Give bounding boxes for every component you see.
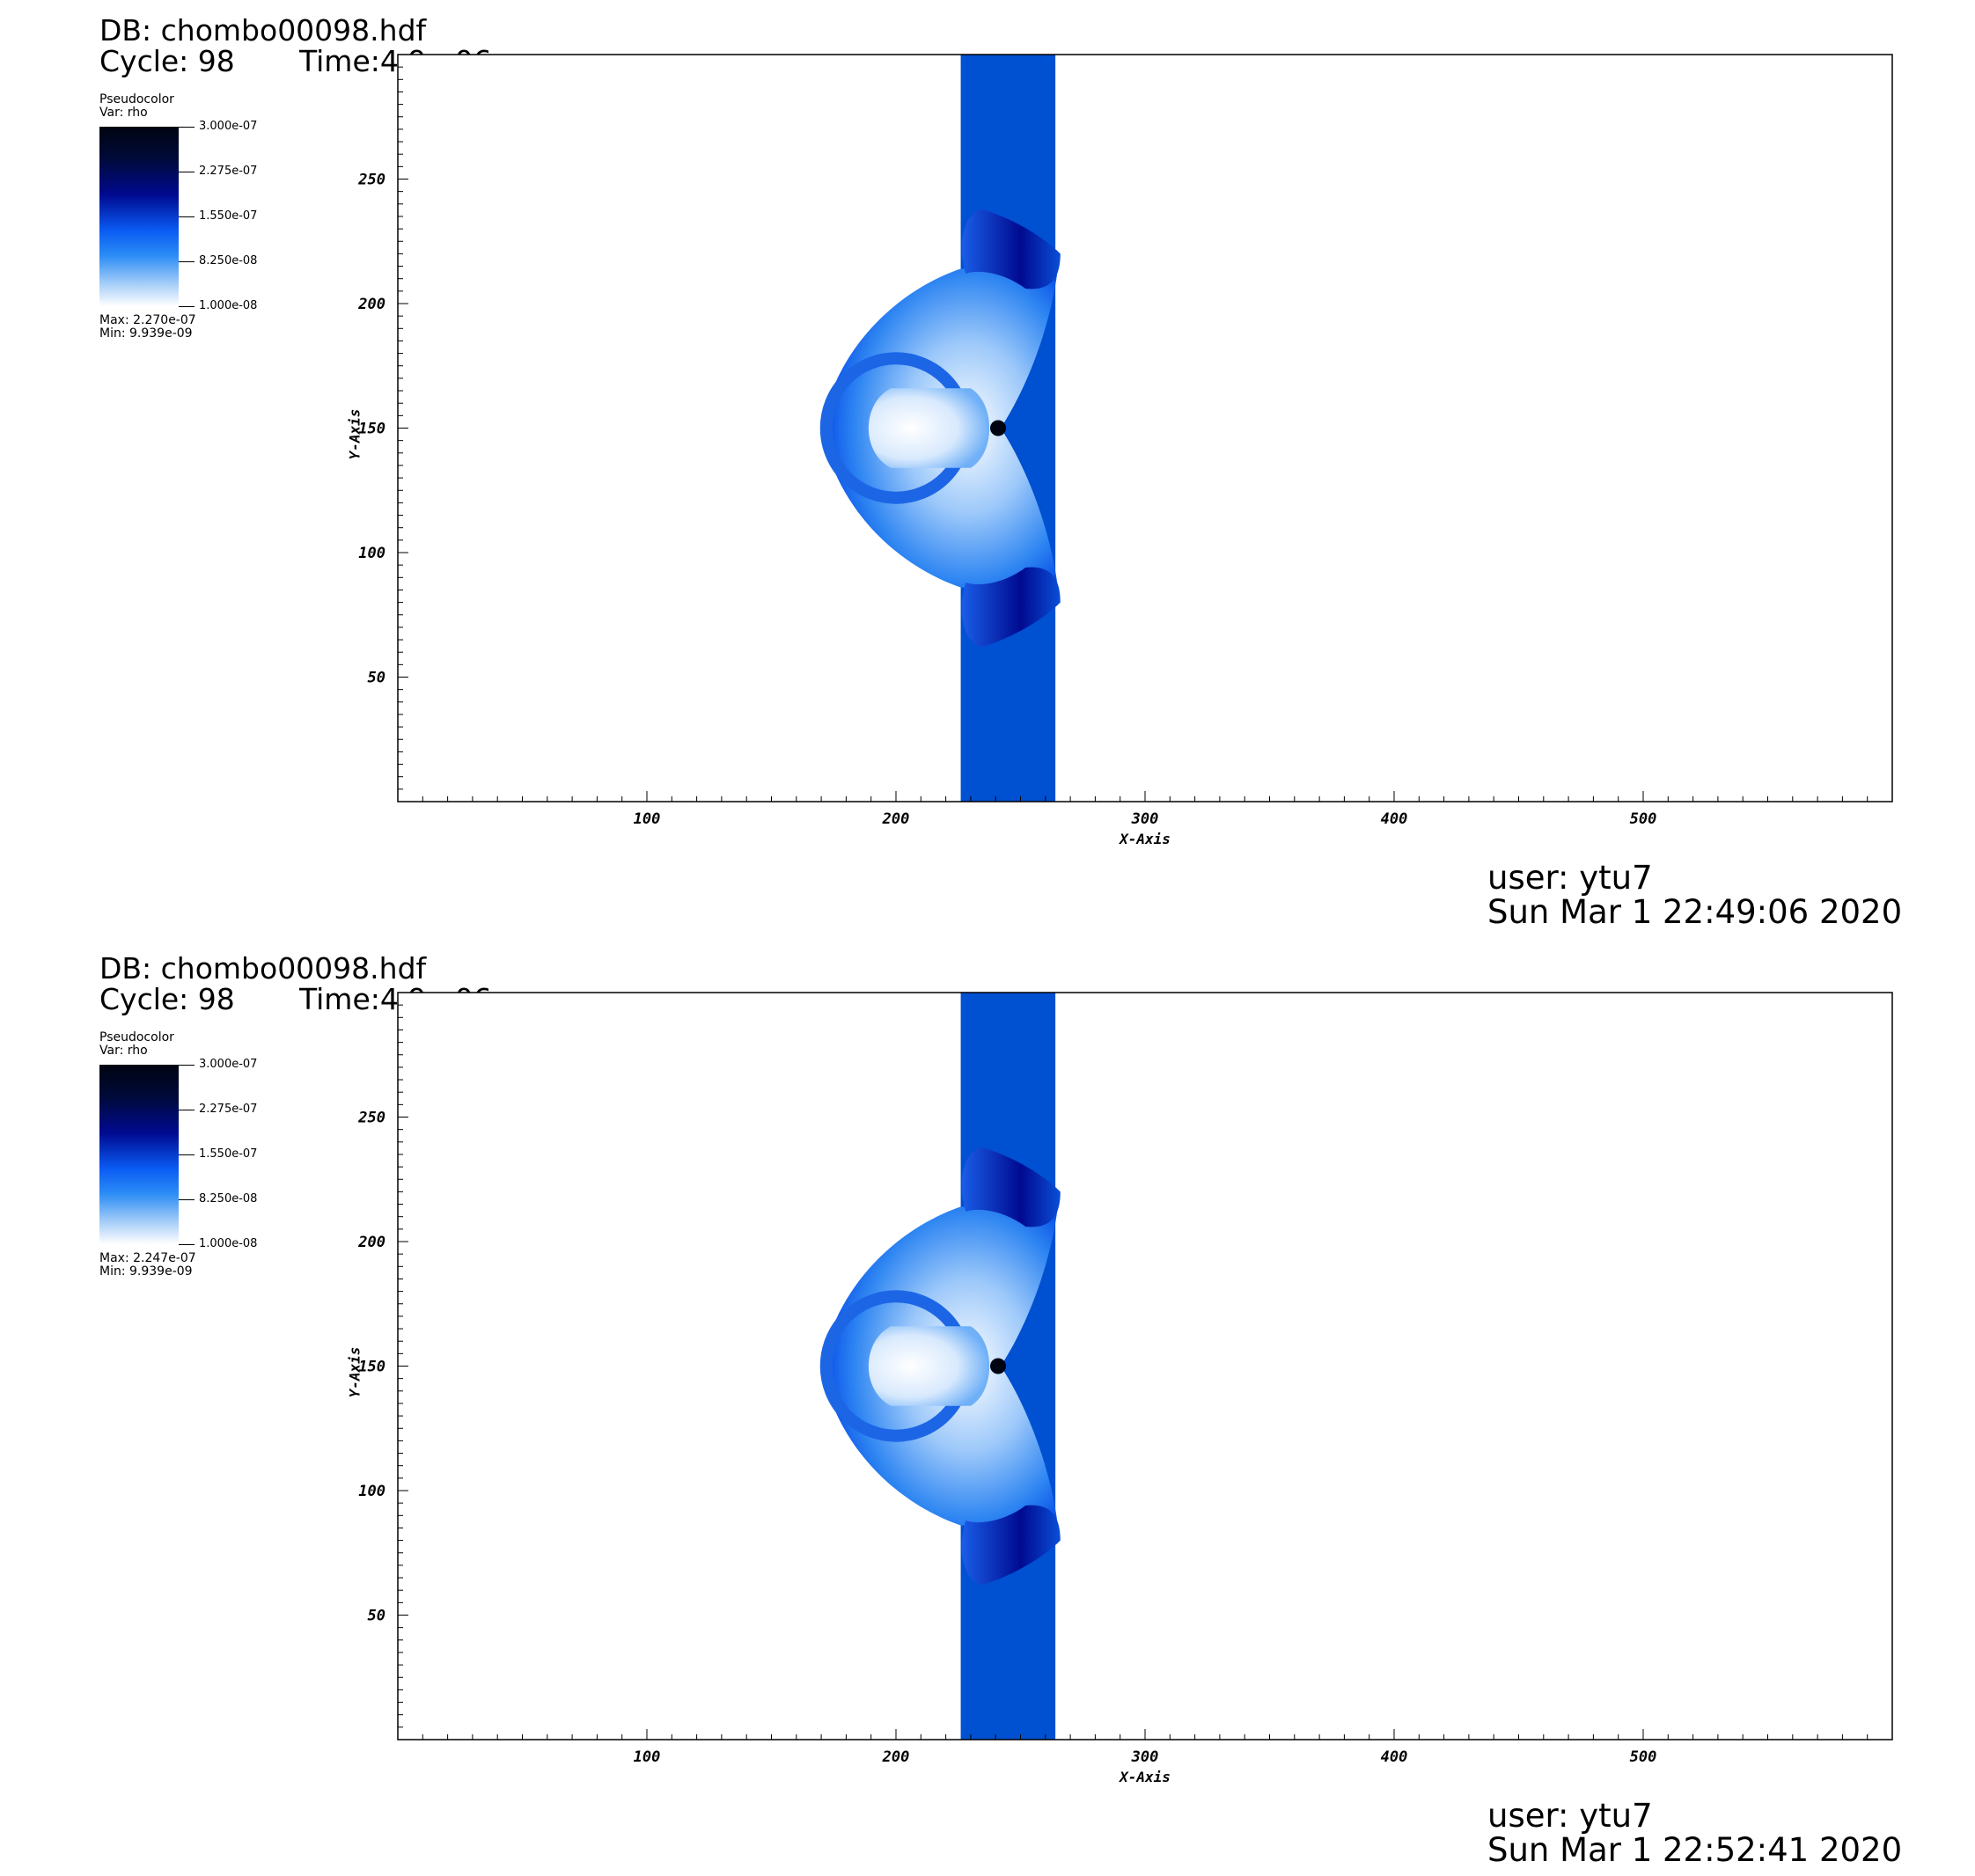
stagnation-point [990, 420, 1007, 436]
user-label: user: ytu7 [1487, 859, 1653, 897]
x-tick-label: 500 [1630, 1748, 1657, 1766]
y-tick-label: 100 [358, 1483, 385, 1500]
y-tick-label: 250 [357, 1110, 385, 1127]
legend-tick-label: 8.250e-08 [199, 1192, 258, 1205]
plot-area: 100 200 300 400 500 50 100 150 200 250 X-Axis [357, 54, 1893, 847]
y-tick-label: 200 [357, 1234, 385, 1251]
cycle-label: Cycle: 98 [99, 44, 235, 78]
stagnation-point [990, 1358, 1007, 1374]
legend-colorbar [99, 127, 179, 306]
x-tick-label: 300 [1131, 810, 1159, 828]
legend-tick-label: 2.275e-07 [199, 1103, 258, 1116]
legend-tick-label: 8.250e-08 [199, 254, 258, 267]
y-tick-label: 150 [358, 1359, 385, 1376]
legend-variable: Var: rho [99, 106, 148, 120]
plot-window-2: DB: chombo00098.hdf Cycle: 98 Time:4.9e-… [0, 938, 1975, 1876]
y-tick-label: 250 [357, 172, 385, 189]
plot-window-1: DB: chombo00098.hdf Cycle: 98 Time:4.9e-… [99, 13, 1903, 931]
legend-max: Max: 2.270e-07 [99, 313, 196, 327]
date-label: Sun Mar 1 22:52:41 2020 [1487, 1831, 1903, 1869]
legend-tick-label: 1.000e-08 [199, 1237, 258, 1250]
legend-tick [179, 1154, 195, 1155]
legend-tick [179, 1244, 195, 1245]
lower-lobe [961, 567, 1061, 648]
x-tick-label: 400 [1381, 1748, 1408, 1766]
legend-tick [179, 261, 195, 262]
plot-area: 100 200 300 400 500 50 100 150 200 250 X-Axis [357, 992, 1893, 1785]
x-tick-label: 200 [882, 1748, 910, 1766]
db-label: DB: chombo00098.hdf [99, 13, 427, 48]
legend-min: Min: 9.939e-09 [99, 1264, 193, 1279]
y-tick-label: 100 [358, 545, 385, 562]
legend-tick-label: 2.275e-07 [199, 165, 258, 178]
legend-colorbar [99, 1065, 179, 1244]
legend-tick-label: 1.550e-07 [199, 209, 258, 223]
date-label: Sun Mar 1 22:49:06 2020 [1487, 893, 1903, 931]
legend-tick-label: 3.000e-07 [199, 120, 258, 133]
y-tick-label: 50 [368, 670, 385, 687]
x-tick-label: 400 [1381, 810, 1408, 828]
legend-variable: Var: rho [99, 1044, 148, 1058]
legend-tick-label: 1.000e-08 [199, 299, 258, 312]
x-tick-label: 500 [1630, 810, 1657, 828]
x-axis-label: X-Axis [1118, 1769, 1171, 1785]
plot-background [398, 55, 1892, 802]
legend-tick [179, 1199, 195, 1200]
legend-title: Pseudocolor [99, 1030, 174, 1044]
user-label: user: ytu7 [1487, 1797, 1653, 1835]
lower-lobe [961, 1505, 1061, 1586]
x-tick-label: 300 [1131, 1748, 1159, 1766]
legend-tick [179, 1065, 195, 1066]
x-axis-label: X-Axis [1118, 831, 1171, 847]
bubble-core [868, 1326, 990, 1406]
bubble-core [868, 388, 990, 468]
upper-lobe [961, 1147, 1061, 1227]
y-tick-label: 150 [358, 421, 385, 438]
legend-tick-label: 3.000e-07 [199, 1058, 258, 1071]
upper-lobe [961, 209, 1061, 289]
x-tick-label: 200 [882, 810, 910, 828]
y-axis-label: Y-Axis [346, 1346, 363, 1398]
cycle-label: Cycle: 98 [99, 982, 235, 1016]
y-tick-label: 200 [357, 296, 385, 313]
legend-tick [179, 216, 195, 217]
legend-min: Min: 9.939e-09 [99, 326, 193, 341]
y-tick-label: 50 [368, 1608, 385, 1625]
db-label: DB: chombo00098.hdf [99, 951, 427, 986]
legend-tick [179, 127, 195, 128]
legend-tick [179, 306, 195, 307]
x-tick-label: 100 [634, 1748, 661, 1766]
y-axis-label: Y-Axis [346, 408, 363, 460]
legend-tick-label: 1.550e-07 [199, 1147, 258, 1161]
legend-title: Pseudocolor [99, 92, 174, 106]
legend-max: Max: 2.247e-07 [99, 1251, 196, 1265]
x-tick-label: 100 [634, 810, 661, 828]
plot-background [398, 993, 1892, 1740]
